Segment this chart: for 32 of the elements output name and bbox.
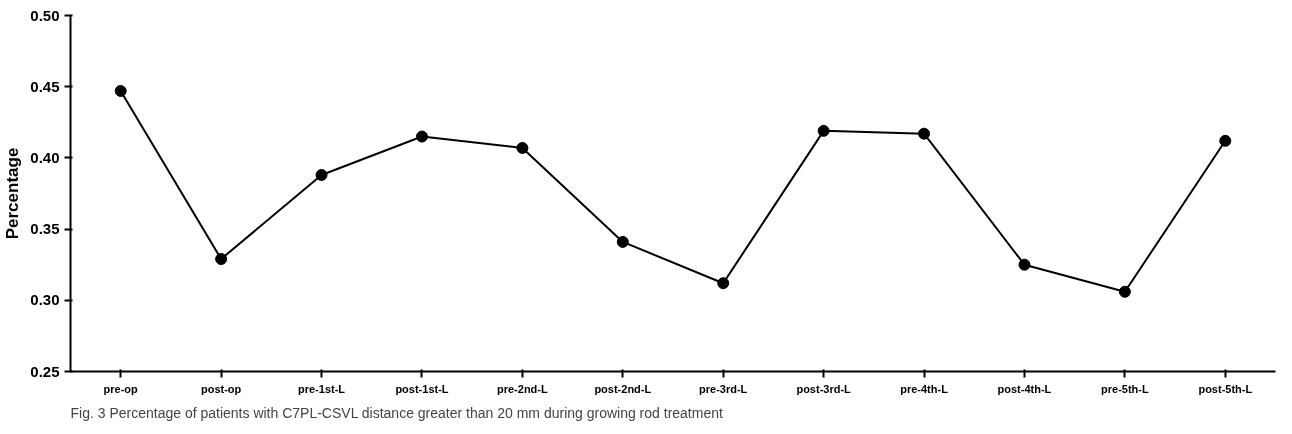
y-axis-title: Percentage bbox=[3, 147, 23, 240]
point bbox=[817, 124, 830, 137]
x-tick-label: pre-4th-L bbox=[900, 382, 949, 395]
point bbox=[1118, 285, 1131, 298]
x-tick-label: pre-1st-L bbox=[298, 382, 346, 395]
y-tick-label: 0.40 bbox=[30, 148, 60, 166]
point bbox=[516, 141, 529, 154]
x-tick-label: post-4th-L bbox=[997, 382, 1052, 395]
y-tick-label: 0.35 bbox=[30, 220, 60, 238]
y-tick-label: 0.45 bbox=[30, 77, 60, 95]
x-tick-label: post-2nd-L bbox=[594, 382, 652, 395]
x-tick-label: pre-2nd-L bbox=[497, 382, 549, 395]
y-tick-label: 0.25 bbox=[30, 362, 60, 380]
x-tick-label: post-op bbox=[200, 382, 242, 395]
point bbox=[1219, 134, 1232, 147]
y-tick-label: 0.30 bbox=[30, 291, 60, 309]
y-tick-label: 0.50 bbox=[30, 6, 60, 24]
x-tick-label: pre-3rd-L bbox=[699, 382, 748, 395]
x-tick-label: pre-op bbox=[103, 382, 139, 395]
point bbox=[1018, 258, 1031, 271]
caption: Fig. 3 Percentage of patients with C7PL-CSVL distance greater than 20 mm during growing rod treatment bbox=[70, 404, 723, 421]
point bbox=[114, 84, 127, 97]
point bbox=[616, 235, 629, 248]
x-tick-label: post-3rd-L bbox=[796, 382, 852, 395]
x-tick-label: pre-5th-L bbox=[1101, 382, 1149, 395]
x-tick-label: post-5th-L bbox=[1198, 382, 1253, 395]
x-tick-label: post-1st-L bbox=[395, 382, 449, 395]
point bbox=[215, 253, 228, 265]
point bbox=[415, 130, 428, 143]
point bbox=[315, 169, 328, 181]
point bbox=[717, 277, 730, 290]
point bbox=[918, 127, 931, 140]
